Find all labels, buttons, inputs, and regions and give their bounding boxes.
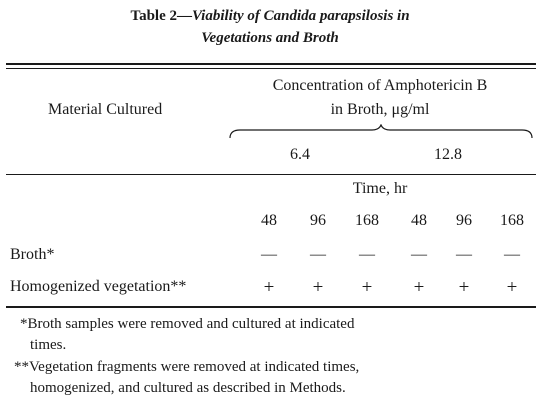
vegetation-value: + xyxy=(458,277,470,298)
col-group-header-line1: Concentration of Amphotericin B xyxy=(272,77,488,94)
broth-value: — xyxy=(456,246,472,263)
row-label-homogenized-vegetation: Homogenized vegetation** xyxy=(10,278,187,295)
footnote-1-line-1: *Broth samples were removed and cultured… xyxy=(20,316,355,332)
vegetation-value: + xyxy=(263,277,275,298)
concentration-12-8: 12.8 xyxy=(434,146,462,163)
top-rule-thin xyxy=(6,68,536,69)
footnote-1-line-2: times. xyxy=(30,337,67,353)
mid-rule xyxy=(6,174,536,175)
bottom-rule xyxy=(6,306,536,308)
row-header-material: Material Cultured xyxy=(48,101,163,118)
top-rule-thick xyxy=(6,63,536,65)
broth-value: — xyxy=(359,246,375,263)
time-col-3: 168 xyxy=(355,212,379,229)
footnote-2-line-1: **Vegetation fragments were removed at i… xyxy=(14,359,360,375)
broth-value: — xyxy=(310,246,326,263)
vegetation-value: + xyxy=(506,277,518,298)
broth-value: — xyxy=(411,246,427,263)
footnote-2-line-2: homogenized, and cultured as described i… xyxy=(30,380,346,396)
table-title-italic-1: Viability of Candida parapsilosis in xyxy=(192,8,410,24)
vegetation-value: + xyxy=(312,277,324,298)
vegetation-value: + xyxy=(361,277,373,298)
table-title-line1: Table 2—Viability of Candida parapsilosi… xyxy=(0,8,540,25)
time-header: Time, hr xyxy=(352,180,408,197)
row-label-broth: Broth* xyxy=(10,246,55,263)
col-group-header-line2: in Broth, μg/ml xyxy=(330,101,430,118)
time-col-1: 48 xyxy=(261,212,277,229)
time-col-4: 48 xyxy=(411,212,427,229)
concentration-6-4: 6.4 xyxy=(290,146,310,163)
broth-value: — xyxy=(261,246,277,263)
time-col-6: 168 xyxy=(500,212,524,229)
table-title-prefix: Table 2— xyxy=(130,8,192,24)
time-col-5: 96 xyxy=(456,212,472,229)
time-col-2: 96 xyxy=(310,212,326,229)
broth-value: — xyxy=(504,246,520,263)
vegetation-value: + xyxy=(413,277,425,298)
column-brace xyxy=(229,124,533,139)
table-title-line2: Vegetations and Broth xyxy=(201,30,339,46)
